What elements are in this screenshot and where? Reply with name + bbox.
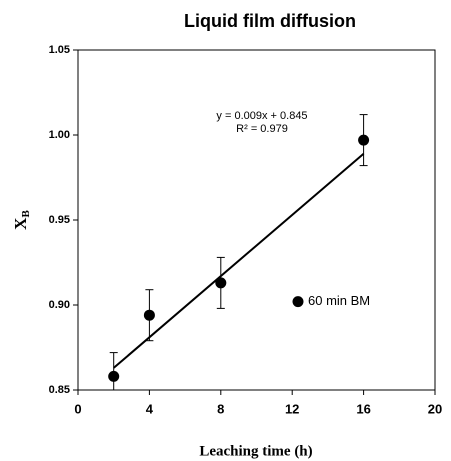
point xyxy=(358,134,370,146)
point xyxy=(215,277,227,289)
legend-label: 60 min BM xyxy=(308,293,370,308)
y-label-main: X xyxy=(11,217,30,230)
trend-r2: R² = 0.979 xyxy=(236,123,288,135)
trendline xyxy=(113,152,365,369)
x-tick-label: 16 xyxy=(356,401,370,416)
y-tick-label: 1.05 xyxy=(49,44,70,56)
y-label-sub: B xyxy=(20,210,32,218)
y-tick-label: 1.00 xyxy=(49,129,70,141)
y-axis-label: XB xyxy=(11,210,32,230)
y-tick-label: 0.90 xyxy=(49,299,70,311)
legend-marker xyxy=(292,296,304,308)
x-tick-label: 20 xyxy=(428,401,442,416)
x-tick-label: 0 xyxy=(74,401,81,416)
y-tick-label: 0.95 xyxy=(49,214,70,226)
y-tick-label: 0.85 xyxy=(49,384,70,396)
trend-equation: y = 0.009x + 0.845 xyxy=(216,110,307,122)
point xyxy=(108,370,120,382)
point xyxy=(143,309,155,321)
x-axis-label: Leaching time (h) xyxy=(199,443,312,459)
x-tick-label: 8 xyxy=(217,401,224,416)
plot-frame xyxy=(77,49,436,391)
chart-title: Liquid film diffusion xyxy=(184,11,356,31)
x-tick-label: 4 xyxy=(146,401,154,416)
x-tick-label: 12 xyxy=(285,401,299,416)
